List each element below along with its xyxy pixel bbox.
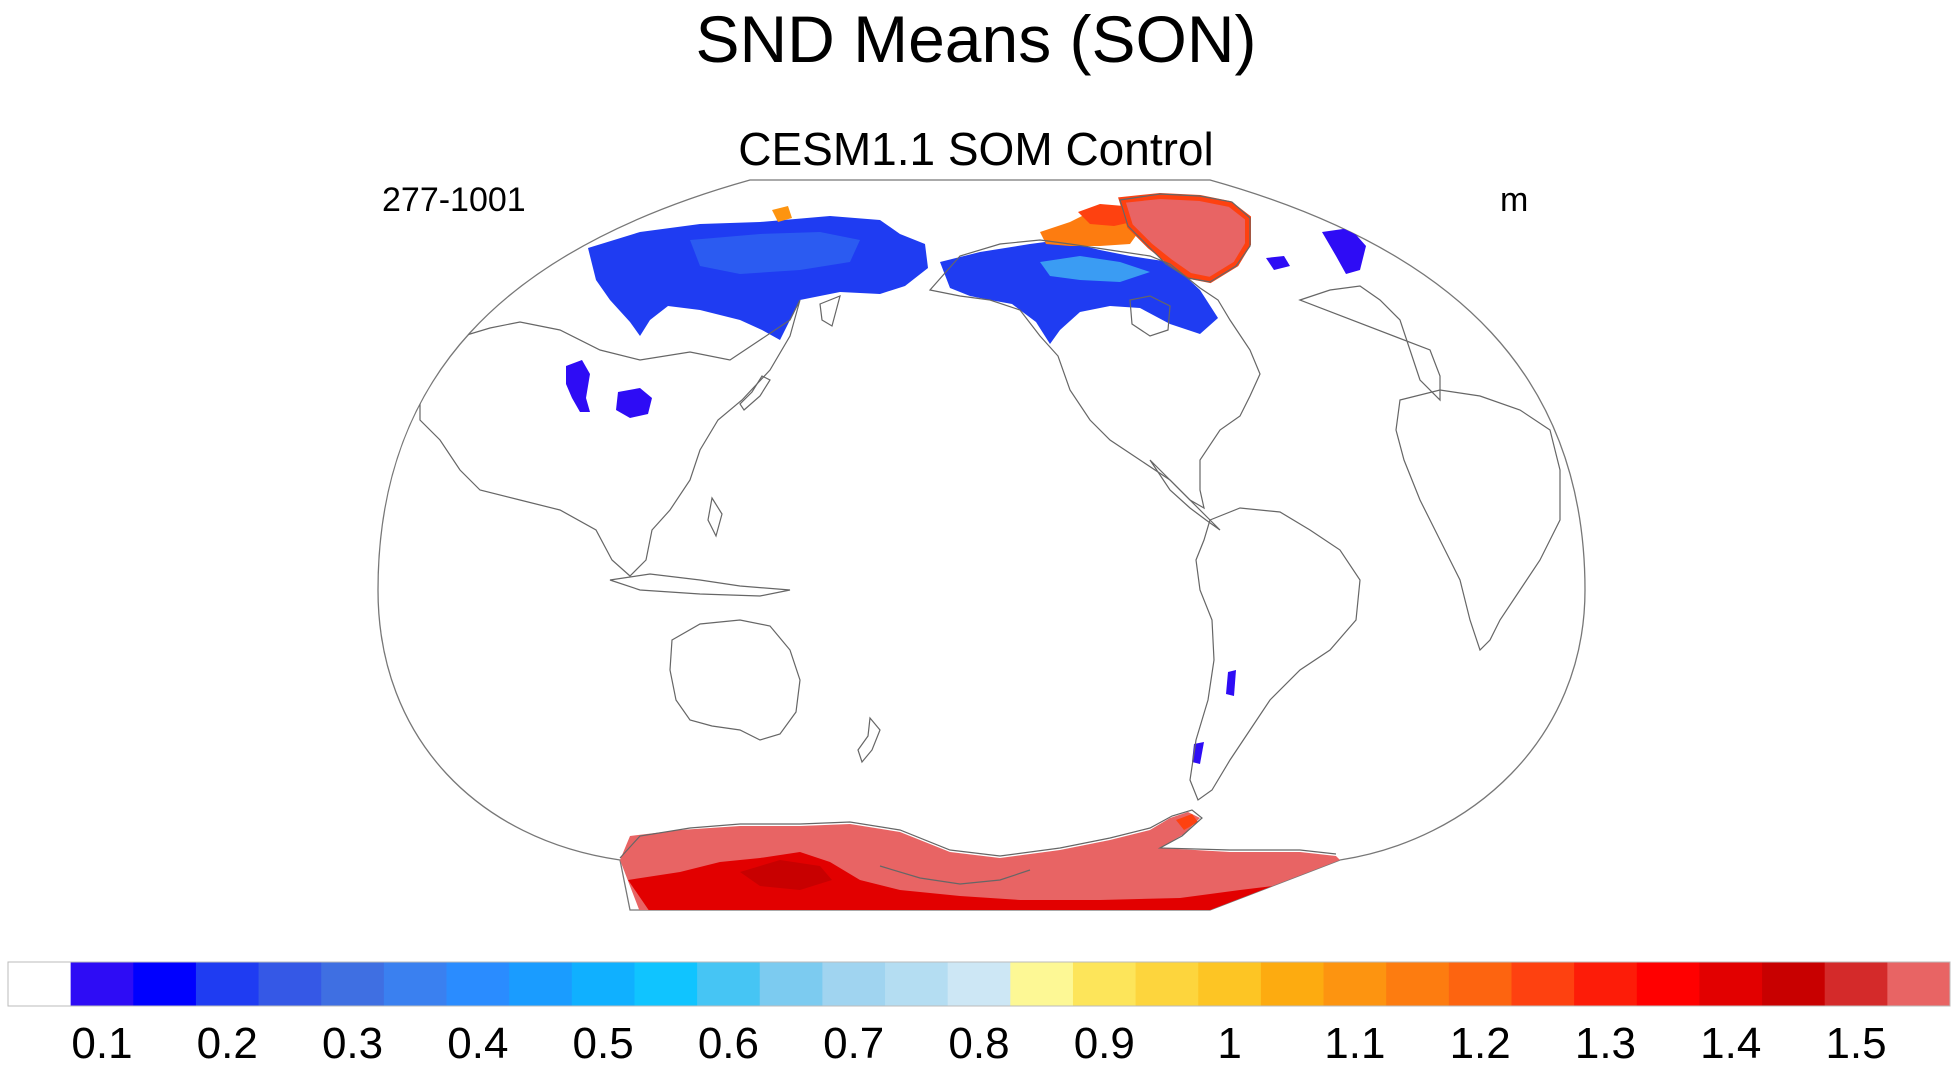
coast-asia xyxy=(419,299,801,577)
colorbar-box xyxy=(8,962,72,1006)
coast-antarctica xyxy=(619,809,1337,859)
units-label: m xyxy=(1500,181,1529,219)
colorbar-tick-label: 0.8 xyxy=(948,1019,1009,1065)
coast-south-america xyxy=(1189,507,1361,801)
colorbar-tick-label: 0.1 xyxy=(71,1019,132,1065)
snow-antarctica-darkcore xyxy=(740,860,832,890)
colorbar-tick-label: 1.4 xyxy=(1700,1019,1761,1065)
colorbar-box xyxy=(446,962,510,1006)
colorbar-box xyxy=(195,962,260,1006)
colorbar-box xyxy=(1135,962,1199,1006)
coast-europe xyxy=(1298,285,1441,402)
colorbar-box xyxy=(1511,962,1575,1006)
colorbar-tick-label: 1.1 xyxy=(1324,1019,1385,1065)
snow-north-america-light xyxy=(1040,256,1150,282)
snow-north-america xyxy=(940,240,1218,344)
snow-siberia-north xyxy=(772,206,792,222)
colorbar-frame xyxy=(7,961,1951,1007)
colorbar-box xyxy=(1386,962,1450,1006)
colorbar-box xyxy=(383,962,448,1006)
colorbar-box xyxy=(321,962,385,1006)
colorbar-box xyxy=(697,962,761,1006)
colorbar-box xyxy=(70,962,134,1006)
snow-siberia-light xyxy=(690,232,860,274)
colorbar-box xyxy=(571,962,635,1006)
coast-africa xyxy=(1395,389,1561,652)
colorbar-box xyxy=(1574,962,1638,1006)
coast-japan xyxy=(739,375,771,411)
snow-greenland-rim xyxy=(1118,192,1251,284)
snow-tibet-east xyxy=(616,388,652,418)
map-title: SND Means (SON) xyxy=(695,2,1257,76)
coast-ross-ice-shelf xyxy=(879,865,1031,885)
colorbar-box xyxy=(133,962,197,1006)
colorbar-box xyxy=(759,962,823,1006)
colorbar-box xyxy=(1762,962,1826,1006)
colorbar-box xyxy=(1072,962,1137,1006)
snow-scandinavia xyxy=(1322,228,1366,274)
colorbar-box xyxy=(1260,962,1325,1006)
colorbar-tick-label: 0.4 xyxy=(447,1019,508,1065)
snow-svalbard xyxy=(1266,256,1290,270)
colorbar-tick-label: 1.3 xyxy=(1575,1019,1636,1065)
colorbar-tick-label: 1.2 xyxy=(1450,1019,1511,1065)
colorbar-tick-label: 0.6 xyxy=(698,1019,759,1065)
colorbar-box xyxy=(947,962,1011,1006)
snow-antarctica-peninsula xyxy=(1176,814,1198,830)
snow-canadian-arctic-red xyxy=(1078,204,1132,226)
colorbar-box xyxy=(1824,962,1888,1006)
coast-north-america xyxy=(928,239,1261,510)
coast-hudson-bay xyxy=(1129,295,1171,337)
colorbar-box xyxy=(885,962,949,1006)
colorbar-tick-label: 0.9 xyxy=(1074,1019,1135,1065)
snow-tibet-west xyxy=(566,360,590,412)
coast-indonesia xyxy=(609,573,791,597)
colorbar-box xyxy=(1699,962,1763,1006)
coast-philippines xyxy=(707,496,723,538)
colorbar-tick-label: 0.7 xyxy=(823,1019,884,1065)
period-label: 277-1001 xyxy=(382,181,526,219)
colorbar-tick-label: 0.5 xyxy=(573,1019,634,1065)
snow-andes-north xyxy=(1226,670,1236,696)
colorbar-box xyxy=(258,962,322,1006)
colorbar-tick-label: 1.5 xyxy=(1825,1019,1886,1065)
colorbar-box xyxy=(634,962,698,1006)
snow-siberia xyxy=(588,216,928,340)
coast-kamchatka xyxy=(819,294,841,327)
colorbar-box xyxy=(1198,962,1262,1006)
coast-new-zealand xyxy=(857,716,881,764)
snow-greenland xyxy=(1122,196,1248,280)
colorbar-tick-label: 0.2 xyxy=(197,1019,258,1065)
colorbar-box xyxy=(1323,962,1387,1006)
colorbar-box xyxy=(509,962,573,1006)
map-subtitle: CESM1.1 SOM Control xyxy=(738,123,1214,175)
colorbar-tick-label: 0.3 xyxy=(322,1019,383,1065)
colorbar-box xyxy=(1887,962,1951,1006)
colorbar-box xyxy=(1010,962,1074,1006)
colorbar-tick-label: 1 xyxy=(1217,1019,1241,1065)
coast-australia xyxy=(669,619,801,741)
colorbar-box xyxy=(822,962,886,1006)
coast-greenland xyxy=(1119,193,1251,283)
world-map xyxy=(377,179,1586,911)
colorbar-box xyxy=(1448,962,1512,1006)
colorbar-box xyxy=(1636,962,1700,1006)
